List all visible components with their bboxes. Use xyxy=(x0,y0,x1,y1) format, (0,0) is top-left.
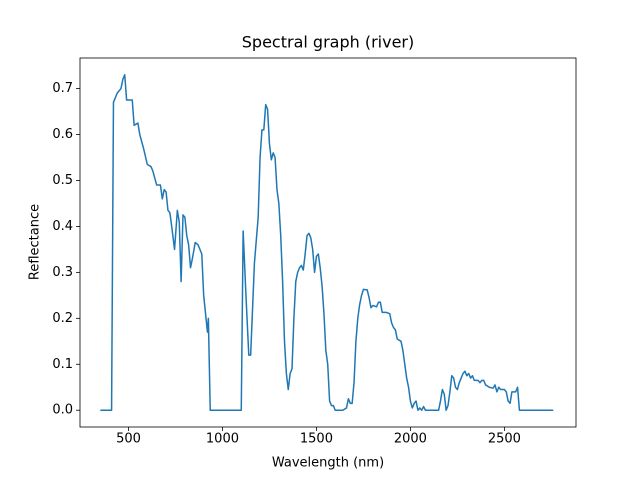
y-tick-label: 0.1 xyxy=(52,357,73,372)
x-tick-label: 1500 xyxy=(300,432,333,447)
y-axis-label: Reflectance xyxy=(28,204,43,280)
x-axis-label: Wavelength (nm) xyxy=(272,456,384,471)
y-tick-label: 0.5 xyxy=(52,173,73,188)
y-tick-label: 0.0 xyxy=(52,403,73,418)
plot-frame xyxy=(79,57,577,428)
chart-title: Spectral graph (river) xyxy=(242,33,414,52)
data-line xyxy=(100,74,554,411)
y-tick-label: 0.4 xyxy=(52,219,73,234)
y-tick-label: 0.6 xyxy=(52,127,73,142)
x-tick-label: 2500 xyxy=(488,432,521,447)
x-tick-label: 1000 xyxy=(206,432,239,447)
y-tick-label: 0.7 xyxy=(52,81,73,96)
x-tick-label: 2000 xyxy=(394,432,427,447)
y-tick-label: 0.2 xyxy=(52,311,73,326)
x-tick-label: 500 xyxy=(116,432,141,447)
y-tick-label: 0.3 xyxy=(52,265,73,280)
